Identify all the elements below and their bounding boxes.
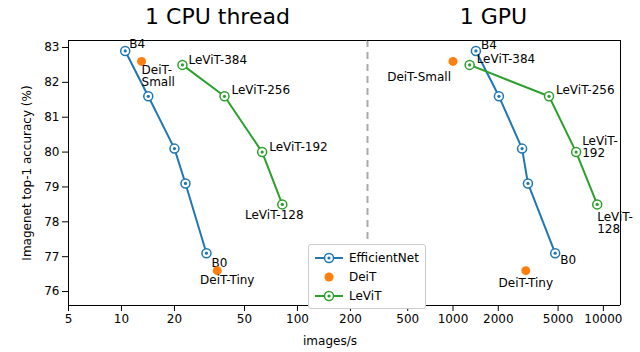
svg-text:50: 50 xyxy=(237,312,252,326)
html-text:1 CPU thread: 1 CPU thread xyxy=(145,4,290,29)
svg-text:20: 20 xyxy=(167,312,182,326)
svg-text:DeiT-Small: DeiT-Small xyxy=(387,70,451,84)
html-text:EfficientNet: EfficientNet xyxy=(349,250,419,265)
svg-text:LeViT-192: LeViT-192 xyxy=(582,134,618,160)
svg-text:LeViT-384: LeViT-384 xyxy=(477,52,536,66)
svg-text:79: 79 xyxy=(44,180,59,194)
svg-text:LeViT-256: LeViT-256 xyxy=(232,83,291,97)
svg-text:Imagenet top-1 accuracy (%): Imagenet top-1 accuracy (%) xyxy=(20,85,34,260)
svg-text:5: 5 xyxy=(65,312,73,326)
html-text:DeiT: DeiT xyxy=(349,269,377,284)
svg-text:DeiT-Tiny: DeiT-Tiny xyxy=(200,273,254,287)
svg-text:78: 78 xyxy=(44,215,59,229)
svg-text:DeiT-Tiny: DeiT-Tiny xyxy=(499,276,553,290)
svg-text:2000: 2000 xyxy=(483,312,514,326)
svg-text:80: 80 xyxy=(44,145,59,159)
svg-text:B4: B4 xyxy=(129,37,145,51)
svg-text:5000: 5000 xyxy=(543,312,574,326)
svg-text:B0: B0 xyxy=(560,253,576,267)
svg-text:200: 200 xyxy=(339,312,362,326)
svg-text:10: 10 xyxy=(114,312,129,326)
html-text:LeViT: LeViT xyxy=(349,288,382,303)
svg-text:LeViT-256: LeViT-256 xyxy=(556,83,615,97)
svg-text:LeViT-128: LeViT-128 xyxy=(597,210,633,236)
svg-text:10000: 10000 xyxy=(584,312,622,326)
svg-text:B0: B0 xyxy=(211,256,228,270)
svg-text:77: 77 xyxy=(44,250,59,264)
svg-text:LeViT-128: LeViT-128 xyxy=(245,208,304,222)
svg-text:500: 500 xyxy=(396,312,419,326)
svg-text:83: 83 xyxy=(44,40,59,54)
svg-text:81: 81 xyxy=(44,110,59,124)
svg-text:1000: 1000 xyxy=(438,312,469,326)
html-text:images/s: images/s xyxy=(303,334,357,348)
svg-text:100: 100 xyxy=(286,312,309,326)
html-text:1 GPU: 1 GPU xyxy=(459,4,528,29)
svg-text:76: 76 xyxy=(44,284,59,298)
svg-text:DeiT-Small: DeiT-Small xyxy=(142,63,175,89)
svg-text:LeViT-192: LeViT-192 xyxy=(269,140,328,154)
svg-text:LeViT-384: LeViT-384 xyxy=(188,53,247,67)
svg-text:B4: B4 xyxy=(481,38,497,52)
svg-text:82: 82 xyxy=(44,75,59,89)
